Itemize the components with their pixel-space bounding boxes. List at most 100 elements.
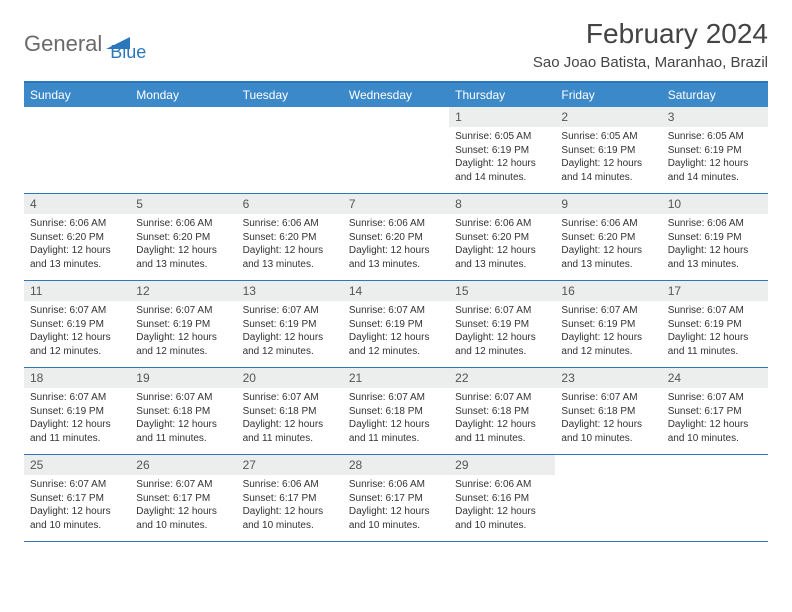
day-info: Sunrise: 6:07 AMSunset: 6:18 PMDaylight:… [343, 388, 449, 451]
daylight-text: Daylight: 12 hours and 11 minutes. [243, 418, 337, 445]
daylight-text: Daylight: 12 hours and 11 minutes. [349, 418, 443, 445]
sunrise-text: Sunrise: 6:07 AM [136, 391, 230, 405]
day-cell: 1Sunrise: 6:05 AMSunset: 6:19 PMDaylight… [449, 107, 555, 193]
week-row: 11Sunrise: 6:07 AMSunset: 6:19 PMDayligh… [24, 281, 768, 368]
day-number: 25 [24, 455, 130, 475]
day-cell: 8Sunrise: 6:06 AMSunset: 6:20 PMDaylight… [449, 194, 555, 280]
sunrise-text: Sunrise: 6:07 AM [349, 391, 443, 405]
daylight-text: Daylight: 12 hours and 13 minutes. [136, 244, 230, 271]
day-cell: 27Sunrise: 6:06 AMSunset: 6:17 PMDayligh… [237, 455, 343, 541]
sunrise-text: Sunrise: 6:07 AM [243, 391, 337, 405]
day-cell: 20Sunrise: 6:07 AMSunset: 6:18 PMDayligh… [237, 368, 343, 454]
daylight-text: Daylight: 12 hours and 13 minutes. [668, 244, 762, 271]
sunset-text: Sunset: 6:20 PM [561, 231, 655, 245]
day-number: 14 [343, 281, 449, 301]
empty-cell [237, 107, 343, 193]
day-cell: 3Sunrise: 6:05 AMSunset: 6:19 PMDaylight… [662, 107, 768, 193]
sunset-text: Sunset: 6:18 PM [349, 405, 443, 419]
sunset-text: Sunset: 6:20 PM [243, 231, 337, 245]
sunset-text: Sunset: 6:16 PM [455, 492, 549, 506]
daylight-text: Daylight: 12 hours and 10 minutes. [136, 505, 230, 532]
dow-wednesday: Wednesday [343, 83, 449, 107]
day-info: Sunrise: 6:05 AMSunset: 6:19 PMDaylight:… [449, 127, 555, 190]
sunset-text: Sunset: 6:20 PM [455, 231, 549, 245]
sunset-text: Sunset: 6:19 PM [668, 318, 762, 332]
day-info: Sunrise: 6:06 AMSunset: 6:20 PMDaylight:… [237, 214, 343, 277]
day-cell: 18Sunrise: 6:07 AMSunset: 6:19 PMDayligh… [24, 368, 130, 454]
daylight-text: Daylight: 12 hours and 13 minutes. [30, 244, 124, 271]
sunset-text: Sunset: 6:18 PM [243, 405, 337, 419]
day-number: 1 [449, 107, 555, 127]
day-cell: 5Sunrise: 6:06 AMSunset: 6:20 PMDaylight… [130, 194, 236, 280]
sunset-text: Sunset: 6:17 PM [243, 492, 337, 506]
daylight-text: Daylight: 12 hours and 12 minutes. [30, 331, 124, 358]
day-info: Sunrise: 6:07 AMSunset: 6:19 PMDaylight:… [662, 301, 768, 364]
day-number: 3 [662, 107, 768, 127]
day-cell: 28Sunrise: 6:06 AMSunset: 6:17 PMDayligh… [343, 455, 449, 541]
dow-saturday: Saturday [662, 83, 768, 107]
day-cell: 4Sunrise: 6:06 AMSunset: 6:20 PMDaylight… [24, 194, 130, 280]
day-info: Sunrise: 6:06 AMSunset: 6:20 PMDaylight:… [343, 214, 449, 277]
day-info: Sunrise: 6:06 AMSunset: 6:20 PMDaylight:… [130, 214, 236, 277]
sunset-text: Sunset: 6:17 PM [30, 492, 124, 506]
sunset-text: Sunset: 6:18 PM [455, 405, 549, 419]
day-info: Sunrise: 6:06 AMSunset: 6:16 PMDaylight:… [449, 475, 555, 538]
daylight-text: Daylight: 12 hours and 10 minutes. [30, 505, 124, 532]
day-cell: 9Sunrise: 6:06 AMSunset: 6:20 PMDaylight… [555, 194, 661, 280]
daylight-text: Daylight: 12 hours and 12 minutes. [455, 331, 549, 358]
daylight-text: Daylight: 12 hours and 11 minutes. [136, 418, 230, 445]
logo: General Blue [24, 18, 146, 63]
day-cell: 17Sunrise: 6:07 AMSunset: 6:19 PMDayligh… [662, 281, 768, 367]
header: General Blue February 2024 Sao Joao Bati… [24, 18, 768, 71]
day-cell: 11Sunrise: 6:07 AMSunset: 6:19 PMDayligh… [24, 281, 130, 367]
day-info: Sunrise: 6:06 AMSunset: 6:20 PMDaylight:… [24, 214, 130, 277]
sunrise-text: Sunrise: 6:06 AM [455, 478, 549, 492]
sunset-text: Sunset: 6:19 PM [455, 318, 549, 332]
daylight-text: Daylight: 12 hours and 12 minutes. [243, 331, 337, 358]
day-info: Sunrise: 6:05 AMSunset: 6:19 PMDaylight:… [662, 127, 768, 190]
day-number: 12 [130, 281, 236, 301]
day-cell: 15Sunrise: 6:07 AMSunset: 6:19 PMDayligh… [449, 281, 555, 367]
day-number: 17 [662, 281, 768, 301]
day-number: 22 [449, 368, 555, 388]
day-info: Sunrise: 6:07 AMSunset: 6:19 PMDaylight:… [237, 301, 343, 364]
day-cell: 7Sunrise: 6:06 AMSunset: 6:20 PMDaylight… [343, 194, 449, 280]
dow-friday: Friday [555, 83, 661, 107]
empty-cell [130, 107, 236, 193]
sunrise-text: Sunrise: 6:06 AM [243, 478, 337, 492]
sunrise-text: Sunrise: 6:07 AM [455, 391, 549, 405]
sunset-text: Sunset: 6:17 PM [349, 492, 443, 506]
day-cell: 29Sunrise: 6:06 AMSunset: 6:16 PMDayligh… [449, 455, 555, 541]
day-info: Sunrise: 6:07 AMSunset: 6:18 PMDaylight:… [130, 388, 236, 451]
day-cell: 19Sunrise: 6:07 AMSunset: 6:18 PMDayligh… [130, 368, 236, 454]
sunset-text: Sunset: 6:19 PM [455, 144, 549, 158]
daylight-text: Daylight: 12 hours and 14 minutes. [455, 157, 549, 184]
daylight-text: Daylight: 12 hours and 14 minutes. [668, 157, 762, 184]
sunrise-text: Sunrise: 6:06 AM [243, 217, 337, 231]
day-number: 23 [555, 368, 661, 388]
day-number: 21 [343, 368, 449, 388]
day-of-week-header: Sunday Monday Tuesday Wednesday Thursday… [24, 83, 768, 107]
sunset-text: Sunset: 6:19 PM [561, 318, 655, 332]
sunrise-text: Sunrise: 6:06 AM [455, 217, 549, 231]
daylight-text: Daylight: 12 hours and 13 minutes. [561, 244, 655, 271]
day-cell: 24Sunrise: 6:07 AMSunset: 6:17 PMDayligh… [662, 368, 768, 454]
sunrise-text: Sunrise: 6:06 AM [349, 217, 443, 231]
sunrise-text: Sunrise: 6:07 AM [243, 304, 337, 318]
daylight-text: Daylight: 12 hours and 13 minutes. [455, 244, 549, 271]
day-info: Sunrise: 6:06 AMSunset: 6:17 PMDaylight:… [237, 475, 343, 538]
sunrise-text: Sunrise: 6:07 AM [455, 304, 549, 318]
dow-thursday: Thursday [449, 83, 555, 107]
sunrise-text: Sunrise: 6:07 AM [561, 391, 655, 405]
sunrise-text: Sunrise: 6:07 AM [136, 304, 230, 318]
day-info: Sunrise: 6:07 AMSunset: 6:19 PMDaylight:… [555, 301, 661, 364]
day-cell: 26Sunrise: 6:07 AMSunset: 6:17 PMDayligh… [130, 455, 236, 541]
day-info: Sunrise: 6:07 AMSunset: 6:19 PMDaylight:… [130, 301, 236, 364]
sunset-text: Sunset: 6:19 PM [136, 318, 230, 332]
calendar: Sunday Monday Tuesday Wednesday Thursday… [24, 81, 768, 542]
day-cell: 6Sunrise: 6:06 AMSunset: 6:20 PMDaylight… [237, 194, 343, 280]
day-info: Sunrise: 6:07 AMSunset: 6:18 PMDaylight:… [237, 388, 343, 451]
day-number: 9 [555, 194, 661, 214]
daylight-text: Daylight: 12 hours and 11 minutes. [455, 418, 549, 445]
day-number: 27 [237, 455, 343, 475]
